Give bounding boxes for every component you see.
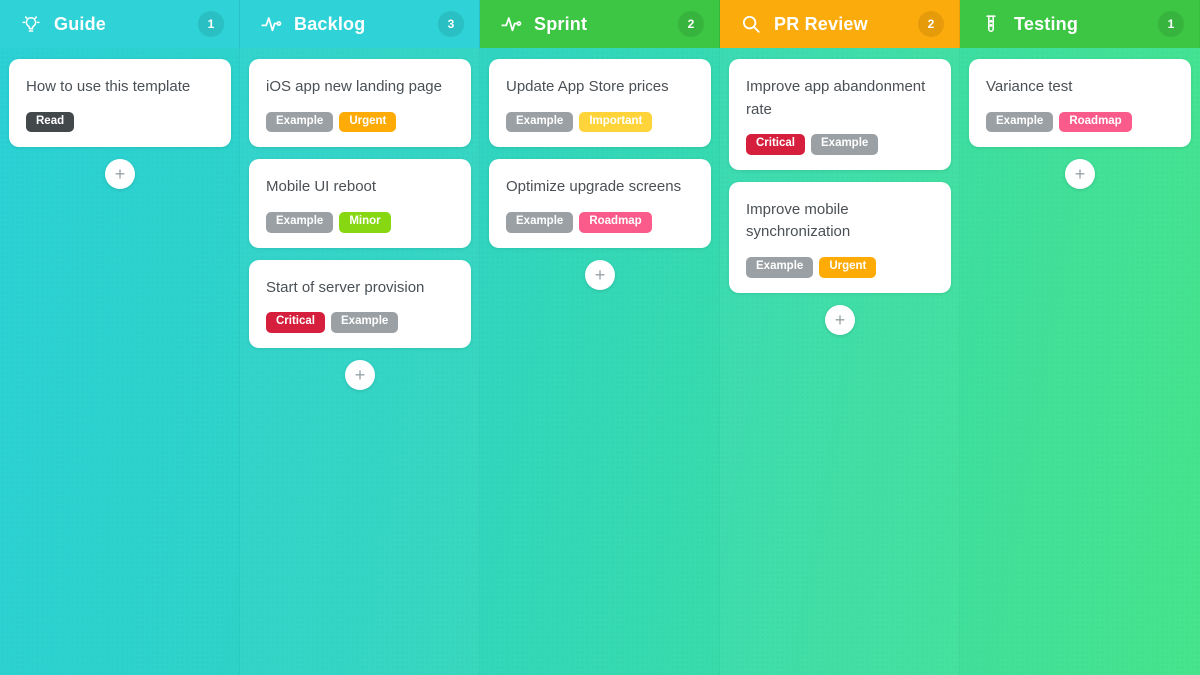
- card-title: Variance test: [986, 78, 1073, 95]
- card[interactable]: Variance test Example Roadmap: [969, 59, 1191, 148]
- card-title: Optimize upgrade screens: [506, 178, 682, 196]
- column-testing: Testing 1 Variance test Example Roadmap …: [960, 0, 1200, 675]
- column-header: PR Review 2: [720, 0, 960, 48]
- lightbulb-icon: [20, 13, 42, 35]
- activity-icon: [500, 13, 522, 35]
- column-count-badge: 1: [198, 11, 224, 37]
- add-card-button[interactable]: +: [345, 359, 375, 390]
- column-count-badge: 1: [1158, 11, 1184, 37]
- card-title: iOS app new landing page: [266, 78, 442, 95]
- column-guide: Guide 1 How to use this template Read +: [0, 0, 240, 675]
- card-title: How to use this template: [26, 78, 191, 95]
- tag: Minor: [339, 211, 391, 233]
- card-title: Start of server provision: [266, 278, 425, 296]
- tag: Critical: [746, 134, 805, 155]
- tag-list: Example Urgent: [746, 256, 934, 278]
- card-title: Improve app abandonment rate: [746, 78, 926, 118]
- tag-list: Read: [26, 111, 214, 133]
- tag: Read: [26, 111, 75, 133]
- column-count-badge: 3: [438, 11, 464, 37]
- card[interactable]: Start of server provision Critical Examp…: [249, 259, 471, 348]
- column-title: Sprint: [534, 13, 588, 34]
- column-header: Testing 1: [960, 0, 1200, 48]
- card-title: Mobile UI reboot: [266, 178, 377, 196]
- column-header: Guide 1: [0, 0, 240, 48]
- column-title: Guide: [54, 13, 107, 34]
- card[interactable]: Improve app abandonment rate Critical Ex…: [729, 59, 951, 170]
- card-list: Variance test Example Roadmap: [960, 48, 1200, 159]
- tag: Example: [266, 111, 334, 133]
- tag-list: Example Important: [506, 111, 694, 133]
- tag-list: Critical Example: [746, 134, 934, 155]
- column-header: Sprint 2: [480, 0, 720, 48]
- test-tube-icon: [980, 13, 1002, 35]
- column-pr-review: PR Review 2 Improve app abandonment rate…: [720, 0, 960, 675]
- card[interactable]: Improve mobile synchronization Example U…: [729, 181, 951, 293]
- tag: Example: [986, 111, 1054, 133]
- tag-list: Example Urgent: [266, 111, 454, 133]
- tag: Example: [331, 312, 399, 333]
- tag: Example: [746, 256, 814, 278]
- add-card-button[interactable]: +: [1065, 159, 1095, 190]
- tag: Roadmap: [579, 211, 652, 233]
- tag: Urgent: [339, 111, 397, 133]
- tag: Roadmap: [1059, 111, 1132, 133]
- activity-icon: [260, 13, 282, 35]
- column-backlog: Backlog 3 iOS app new landing page Examp…: [240, 0, 480, 675]
- card-title: Improve mobile synchronization: [746, 200, 851, 241]
- tag-list: Example Minor: [266, 211, 454, 233]
- tag: Urgent: [819, 256, 877, 278]
- add-card-button[interactable]: +: [585, 259, 615, 290]
- card-list: Update App Store prices Example Importan…: [480, 48, 720, 260]
- card[interactable]: Update App Store prices Example Importan…: [489, 59, 711, 148]
- tag: Important: [579, 111, 653, 133]
- column-title: Backlog: [294, 13, 366, 34]
- column-count-badge: 2: [678, 11, 704, 37]
- tag: Example: [811, 134, 879, 155]
- card-list: iOS app new landing page Example Urgent …: [240, 48, 480, 360]
- card[interactable]: Mobile UI reboot Example Minor: [249, 159, 471, 248]
- card[interactable]: Optimize upgrade screens Example Roadmap: [489, 159, 711, 248]
- add-card-button[interactable]: +: [105, 159, 135, 190]
- search-icon: [740, 13, 762, 35]
- tag-list: Example Roadmap: [986, 111, 1174, 133]
- tag: Example: [266, 211, 334, 233]
- tag-list: Example Roadmap: [506, 211, 694, 233]
- column-title: Testing: [1014, 13, 1079, 34]
- card-list: Improve app abandonment rate Critical Ex…: [720, 48, 960, 305]
- tag: Critical: [266, 312, 325, 333]
- card[interactable]: How to use this template Read: [9, 59, 231, 148]
- tag: Example: [506, 111, 574, 133]
- card-title: Update App Store prices: [506, 78, 669, 95]
- column-header: Backlog 3: [240, 0, 480, 48]
- card-list: How to use this template Read: [0, 48, 240, 159]
- add-card-button[interactable]: +: [825, 304, 855, 335]
- tag-list: Critical Example: [266, 312, 454, 333]
- card[interactable]: iOS app new landing page Example Urgent: [249, 59, 471, 148]
- tag: Example: [506, 211, 574, 233]
- column-title: PR Review: [774, 13, 868, 34]
- column-sprint: Sprint 2 Update App Store prices Example…: [480, 0, 720, 675]
- column-count-badge: 2: [918, 11, 944, 37]
